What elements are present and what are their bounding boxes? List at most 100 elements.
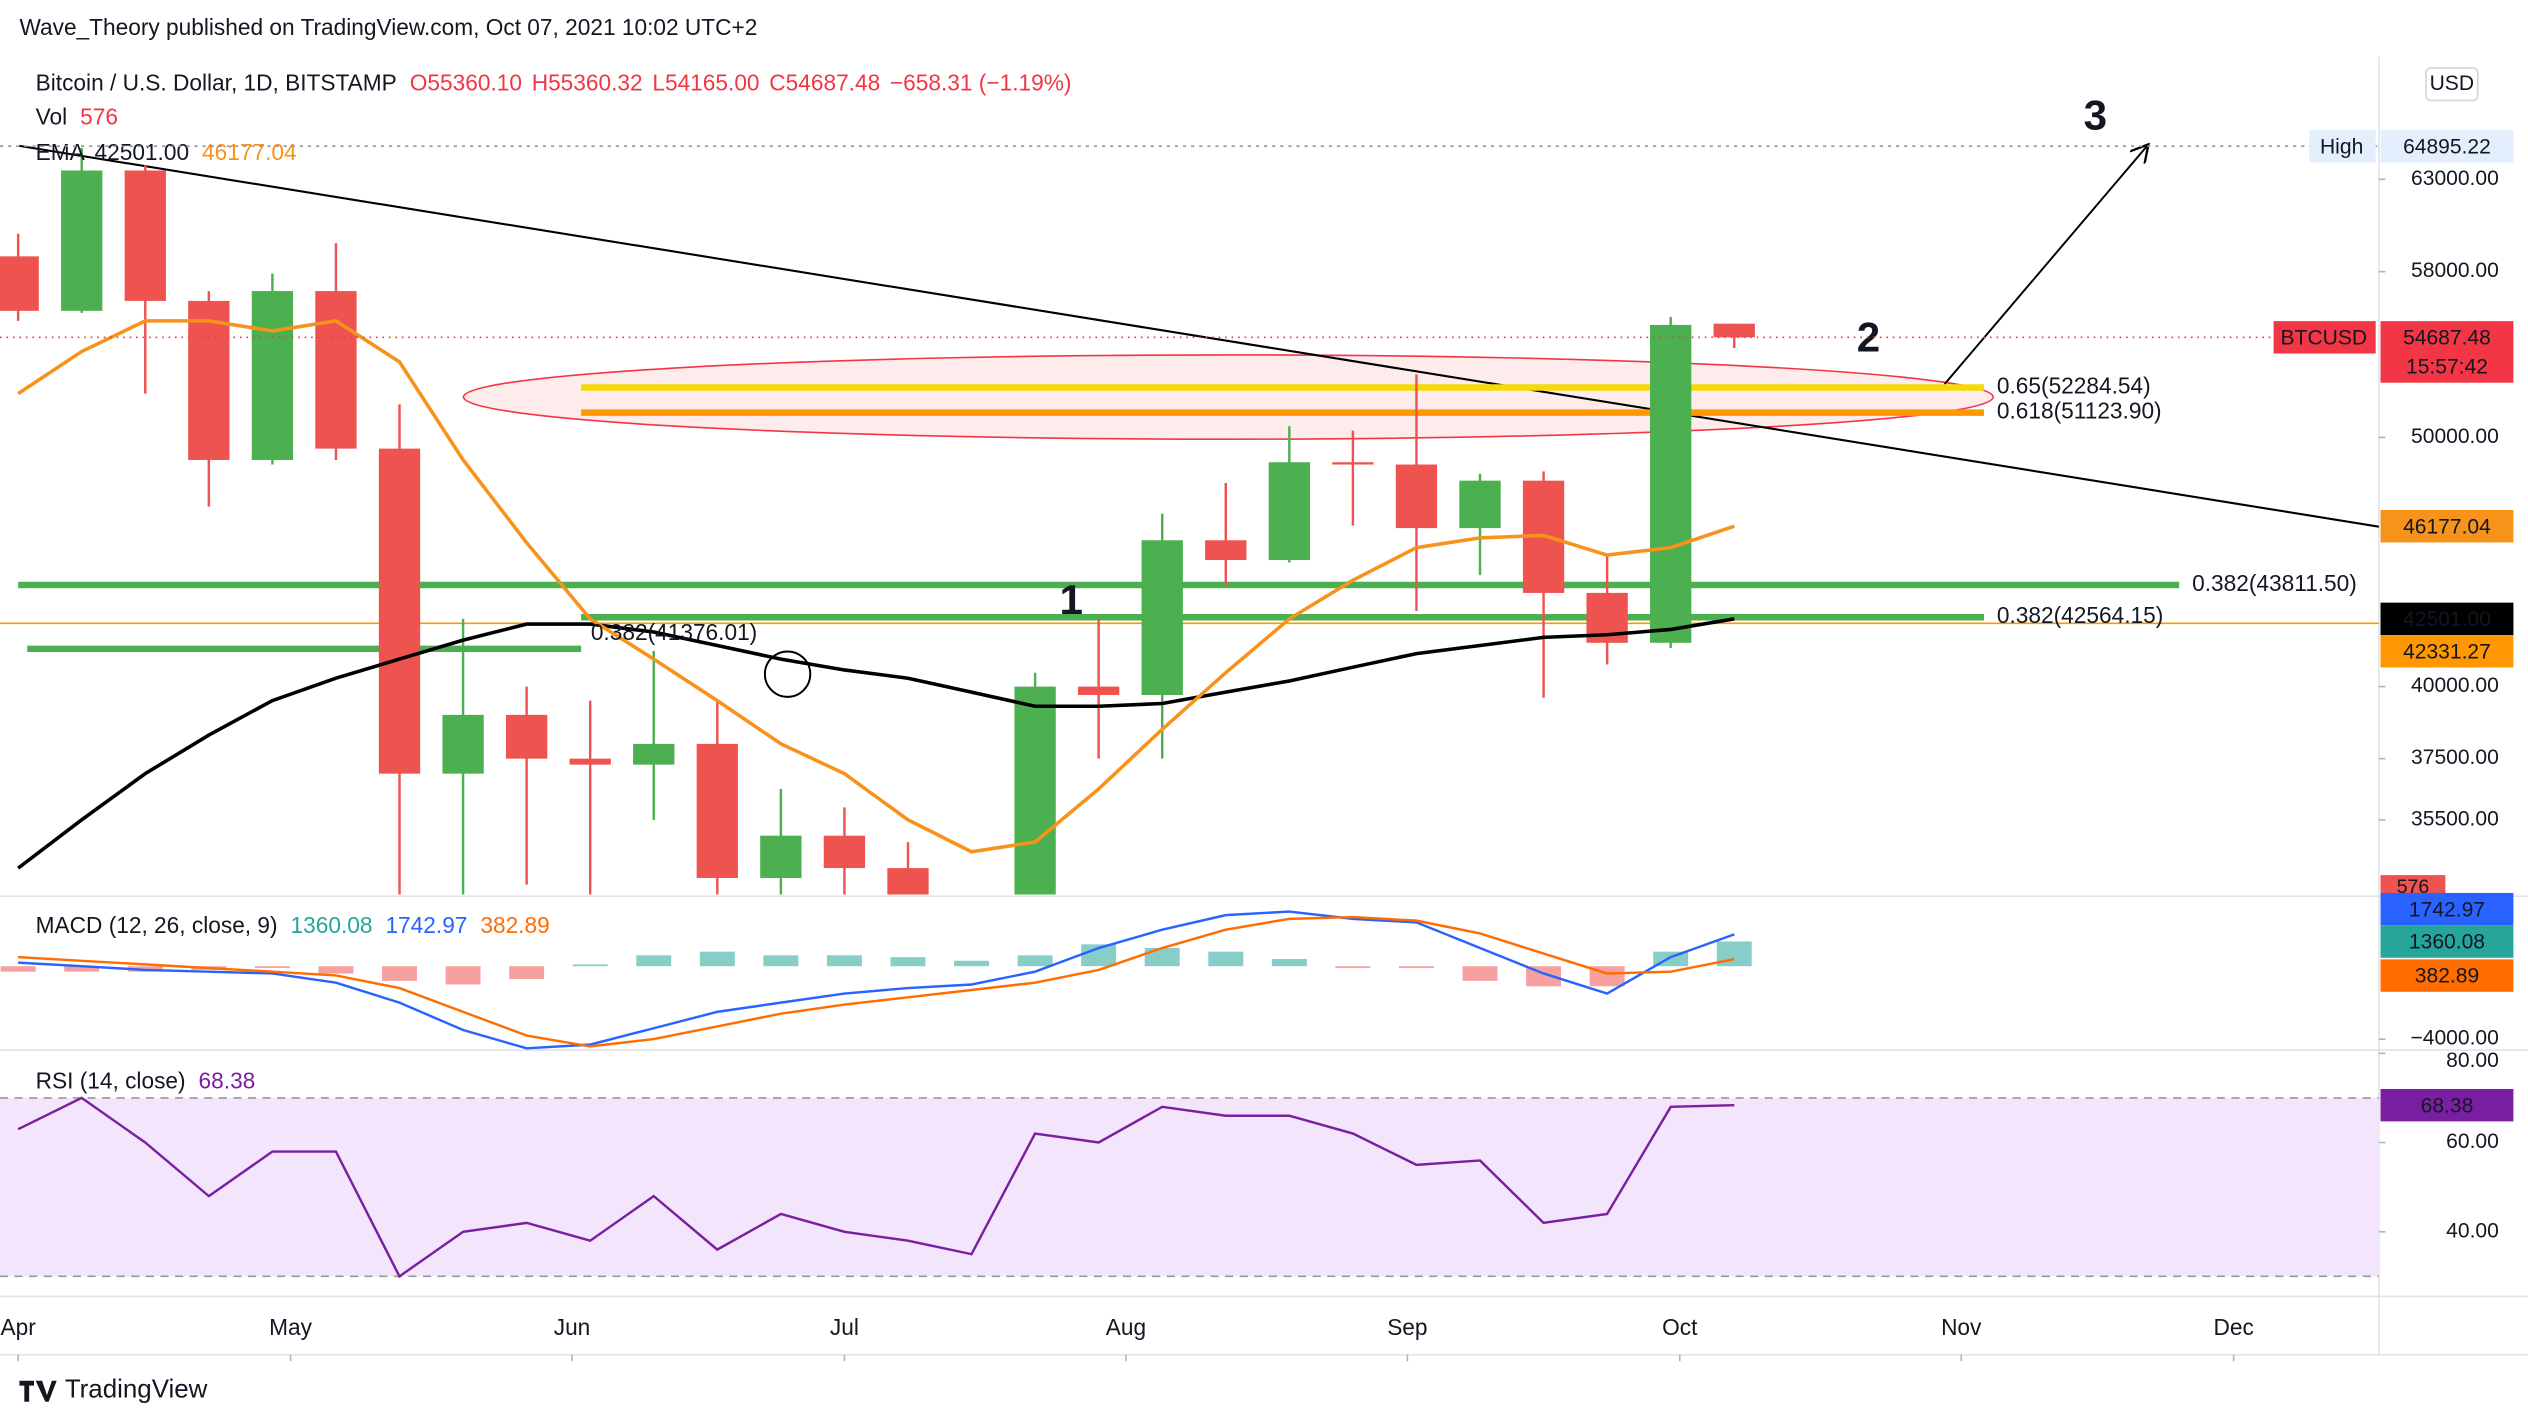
volume-label: Vol [36, 103, 68, 129]
level-label: 0.382(43811.50) [2192, 570, 2357, 596]
macd-tag: 1360.08 [2409, 931, 2485, 954]
candle-body [760, 835, 802, 878]
macd-histogram-bar [382, 966, 417, 981]
trendline [19, 144, 2379, 528]
candle-body [124, 170, 166, 301]
candle-body [251, 291, 294, 460]
x-tick-label: Aug [1106, 1314, 1146, 1340]
y-tick-label: 50000.00 [2411, 425, 2499, 448]
macd-histogram-bar [1081, 944, 1117, 967]
ema-value: 46177.04 [202, 139, 297, 165]
rsi-band [0, 1097, 2379, 1277]
macd-histogram-bar [1017, 955, 1053, 967]
macd-histogram-bar [1144, 947, 1180, 967]
y-tick-label: −4000.00 [2410, 1027, 2498, 1050]
publisher: Wave_Theory published on TradingView.com… [19, 14, 757, 40]
macd-value: 1742.97 [385, 912, 467, 938]
rsi-value: 68.38 [199, 1068, 256, 1094]
macd-histogram-bar [1335, 966, 1371, 969]
macd-histogram-bar [890, 957, 926, 967]
price-tag-bg [2380, 602, 2514, 636]
x-tick-label: Jul [830, 1314, 859, 1340]
candle-body [1395, 464, 1438, 529]
macd-histogram-bar [763, 955, 799, 967]
footer-logo [19, 1380, 57, 1402]
macd-histogram-bar [64, 966, 100, 972]
high-tag-bg [2380, 130, 2514, 163]
symbol-name: BTCUSD [2281, 327, 2368, 350]
y-tick-label: 63000.00 [2411, 167, 2499, 190]
x-tick-label: Oct [1662, 1314, 1698, 1340]
candle-body [0, 256, 39, 311]
currency: USD [2430, 72, 2474, 95]
x-tick-label: Dec [2213, 1314, 2253, 1340]
macd-tag: 1742.97 [2409, 898, 2485, 921]
rsi-line [17, 1096, 1735, 1279]
candle-body [315, 291, 357, 449]
y-tick-label: 60.00 [2446, 1130, 2499, 1153]
candle-body [1014, 686, 1056, 895]
candle-body [1713, 323, 1755, 338]
projection-arrow [1943, 146, 2148, 385]
candle-body [61, 170, 103, 311]
logo-mark [19, 1380, 57, 1402]
ema-label: EMA [36, 139, 86, 165]
high-name-bg [2309, 130, 2376, 163]
last-price-bg [2380, 321, 2514, 383]
symbol-legend: Bitcoin / U.S. Dollar, 1D, BITSTAMP O5536… [36, 69, 1072, 95]
candle-body [1332, 462, 1374, 465]
macd-histogram-bar [509, 966, 545, 979]
footer-brand: TradingView [65, 1375, 208, 1403]
symbol-name-bg [2273, 321, 2376, 354]
y-tick-label: 80.00 [2446, 1049, 2499, 1072]
high-name: High [2320, 135, 2363, 158]
candle-body [1268, 462, 1310, 561]
macd-value: 1360.08 [291, 912, 373, 938]
last-price: 54687.48 [2403, 327, 2491, 350]
y-tick-label: 58000.00 [2411, 259, 2499, 282]
candle-body [1205, 540, 1247, 561]
macd-histogram-bar [318, 966, 354, 974]
macd-histogram-bar [0, 966, 36, 972]
rsi-title: RSI (14, close) [36, 1068, 186, 1094]
ohlc: O55360.10 [410, 69, 522, 95]
macd-histogram-bar [1398, 966, 1434, 969]
currency-box[interactable] [2425, 67, 2479, 102]
level-label: 0.382(42564.15) [1997, 602, 2163, 628]
ema-legend: EMA 42501.00 46177.04 [36, 139, 297, 165]
y-tick-label: 35500.00 [2411, 807, 2499, 830]
ohlc: L54165.00 [652, 69, 759, 95]
rsi-legend: RSI (14, close) 68.38 [36, 1068, 256, 1094]
macd-line [18, 915, 1735, 1048]
y-tick-label: 37500.00 [2411, 746, 2499, 769]
rsi-tag-bg [2380, 1088, 2514, 1122]
x-tick-label: Nov [1941, 1314, 1982, 1340]
macd-tag-bg [2380, 892, 2514, 926]
ohlc: C54687.48 [769, 69, 880, 95]
ema-line [17, 617, 1735, 870]
volume-legend: Vol 576 [36, 103, 118, 129]
candle-body [569, 758, 611, 765]
candle-body [505, 714, 548, 759]
candle-body [1650, 324, 1692, 643]
candle-body [1459, 480, 1501, 529]
price-pane [0, 144, 2379, 895]
level-label: 0.65(52284.54) [1997, 372, 2151, 398]
rsi-tag: 68.38 [2421, 1094, 2474, 1117]
volume-tag: 576 [2397, 876, 2429, 898]
change: −658.31 (−1.19%) [890, 69, 1072, 95]
ema-value: 42501.00 [95, 139, 190, 165]
price-tag: 46177.04 [2403, 515, 2491, 538]
wave-label: 1 [1059, 576, 1082, 623]
y-tick-label: 40000.00 [2411, 674, 2499, 697]
candle-body [633, 743, 675, 765]
price-tag-bg [2380, 510, 2514, 543]
macd-histogram-bar [954, 960, 990, 967]
candle-body [887, 868, 929, 895]
macd-histogram-bar [699, 951, 735, 967]
price-tag-bg [2380, 635, 2514, 668]
macd-title: MACD (12, 26, close, 9) [36, 912, 278, 938]
cross-circle [763, 650, 812, 698]
candle-body [442, 714, 484, 774]
